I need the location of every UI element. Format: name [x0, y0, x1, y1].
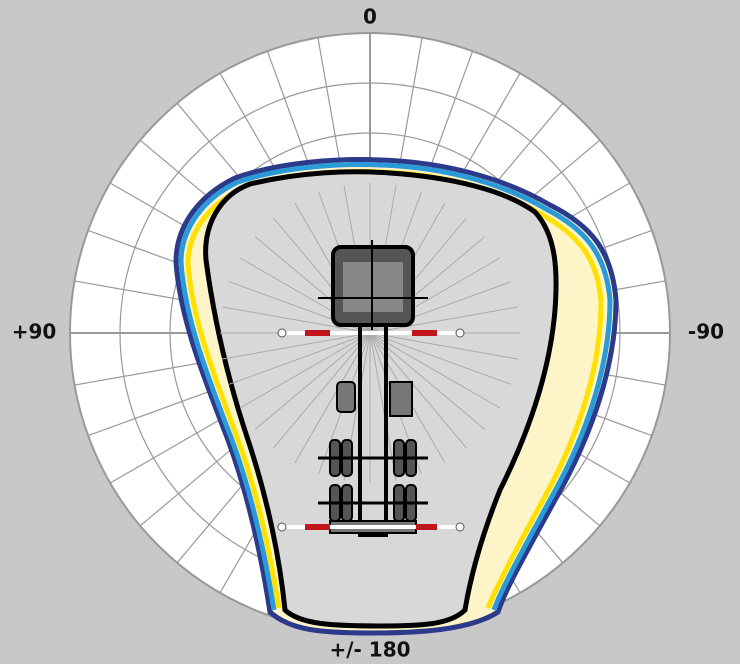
marker	[278, 329, 286, 337]
marker	[456, 523, 464, 531]
label-left: +90	[12, 320, 57, 344]
label-right: -90	[688, 320, 724, 344]
marker	[456, 329, 464, 337]
label-bottom: +/- 180	[329, 638, 410, 662]
visibility-diagram: 0 +90 -90 +/- 180	[0, 0, 740, 664]
marker	[278, 523, 286, 531]
tank	[337, 382, 355, 412]
label-top: 0	[363, 5, 377, 29]
battery-box	[390, 382, 412, 416]
